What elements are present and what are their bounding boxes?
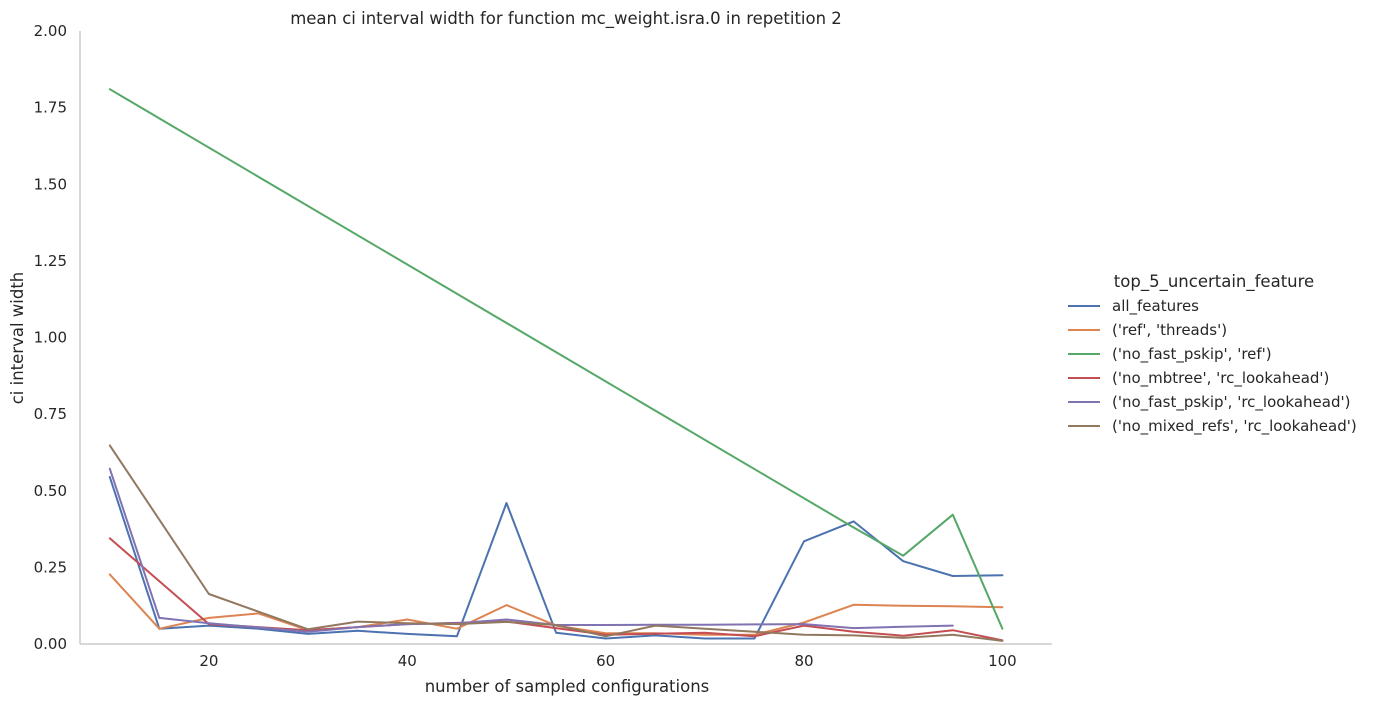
legend-entry-label: ('no_mbtree', 'rc_lookahead')	[1112, 369, 1329, 388]
y-axis-ticks: 0.00 0.25 0.50 0.75 1.00 1.25 1.50 1.75 2.00	[34, 22, 67, 653]
y-tick-label: 1.75	[34, 99, 67, 117]
x-tick-label: 80	[794, 652, 813, 670]
series-line-0	[108, 476, 1004, 640]
legend-entry-label: ('no_fast_pskip', 'ref')	[1112, 345, 1272, 364]
legend-title: top_5_uncertain_feature	[1114, 272, 1314, 292]
y-tick-label: 0.25	[34, 558, 67, 576]
y-tick-label: 2.00	[34, 22, 67, 40]
series-line-5	[108, 444, 1004, 642]
series-line-2	[108, 88, 1004, 630]
x-tick-label: 40	[398, 652, 417, 670]
legend-entry-label: ('no_fast_pskip', 'rc_lookahead')	[1112, 393, 1350, 412]
x-axis-ticks: 20 40 60 80 100	[199, 652, 1016, 670]
y-tick-label: 0.50	[34, 482, 67, 500]
x-tick-label: 20	[199, 652, 218, 670]
plot-area	[108, 88, 1004, 642]
y-axis-label: ci interval width	[8, 272, 27, 405]
y-tick-label: 0.75	[34, 405, 67, 423]
y-tick-label: 0.00	[34, 635, 67, 653]
x-tick-label: 60	[596, 652, 615, 670]
legend-entry-label: ('ref', 'threads')	[1112, 321, 1227, 339]
y-tick-label: 1.00	[34, 329, 67, 347]
y-tick-label: 1.50	[34, 175, 67, 193]
legend-entry-label: all_features	[1112, 297, 1199, 316]
series-line-4	[108, 467, 954, 633]
y-tick-label: 1.25	[34, 252, 67, 270]
legend: top_5_uncertain_feature all_features ('re…	[1068, 272, 1357, 436]
x-tick-label: 100	[988, 652, 1017, 670]
x-axis-label: number of sampled configurations	[425, 677, 710, 696]
legend-entry-label: ('no_mixed_refs', 'rc_lookahead')	[1112, 417, 1357, 436]
chart-title: mean ci interval width for function mc_w…	[290, 9, 842, 29]
